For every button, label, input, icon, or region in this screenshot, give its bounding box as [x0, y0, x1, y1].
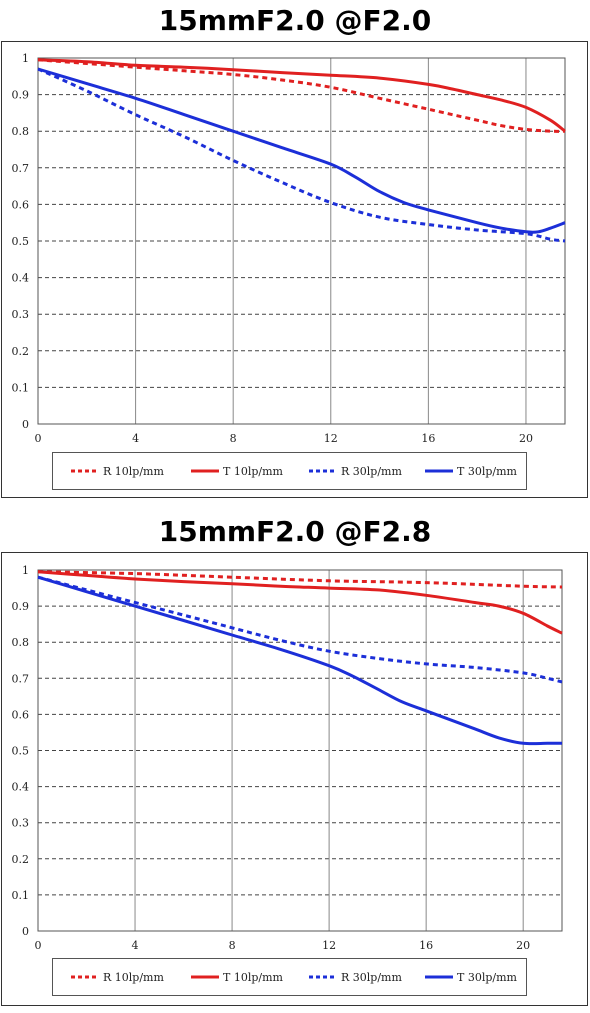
- legend-swatch-r30: [309, 469, 337, 473]
- legend-label-r10: R 10lp/mm: [103, 464, 164, 478]
- legend-label-t10: T 10lp/mm: [223, 970, 283, 984]
- legend-item-t30: T 30lp/mm: [425, 959, 517, 995]
- series-line-t-10lp-mm: [37, 58, 566, 133]
- x-tick-label: 4: [132, 432, 139, 445]
- x-tick-label: 4: [132, 939, 139, 952]
- x-tick-label: 8: [229, 939, 236, 952]
- mtf-plot-f2-8: 0 0.1 0.2 0.3 0.4 0.5 0.6 0.7 0.8 0.9 1 0 4 8 12 16 20: [12, 564, 563, 952]
- y-tick-label: 0.1: [12, 889, 30, 902]
- y-tick-label: 1: [22, 564, 29, 577]
- series-line-r-10lp-mm: [37, 58, 566, 133]
- y-tick-label: 0: [22, 925, 29, 938]
- x-tick-label: 16: [419, 939, 433, 952]
- plot-frame: [37, 569, 563, 932]
- x-tick-label: 8: [230, 432, 237, 445]
- x-tick-label: 20: [516, 939, 530, 952]
- legend-swatch-r10: [71, 469, 99, 473]
- series-line-r-10lp-mm: [37, 570, 563, 589]
- y-tick-label: 0.6: [12, 198, 30, 211]
- y-tick-label: 0.7: [12, 672, 30, 685]
- chart-panel-f2-8: 0 0.1 0.2 0.3 0.4 0.5 0.6 0.7 0.8 0.9 1 0 4 8 12 16 20 R…: [1, 552, 588, 1006]
- x-tick-label: 0: [35, 432, 42, 445]
- legend-item-r30: R 30lp/mm: [309, 453, 402, 489]
- chart-panel-f2-0: 0 0.1 0.2 0.3 0.4 0.5 0.6 0.7 0.8 0.9 1 0 4 8 12 16 20 R…: [1, 41, 588, 498]
- legend-swatch-t10: [191, 469, 219, 473]
- legend-label-t30: T 30lp/mm: [457, 970, 517, 984]
- legend-item-t10: T 10lp/mm: [191, 453, 283, 489]
- legend-item-t30: T 30lp/mm: [425, 453, 517, 489]
- y-tick-label: 0.9: [12, 89, 30, 102]
- y-tick-label: 0.4: [12, 781, 30, 794]
- legend-label-r30: R 30lp/mm: [341, 970, 402, 984]
- mtf-plot-f2-0: 0 0.1 0.2 0.3 0.4 0.5 0.6 0.7 0.8 0.9 1 0 4 8 12 16 20: [12, 52, 566, 445]
- y-tick-label: 0.3: [12, 817, 30, 830]
- x-tick-label: 20: [519, 432, 533, 445]
- legend-swatch-t10: [191, 975, 219, 979]
- y-tick-label: 1: [22, 52, 29, 65]
- x-tick-label: 12: [322, 939, 336, 952]
- y-tick-label: 0.6: [12, 708, 30, 721]
- y-tick-label: 0.2: [12, 853, 30, 866]
- legend-swatch-t30: [425, 469, 453, 473]
- x-tick-label: 16: [421, 432, 435, 445]
- y-tick-label: 0.1: [12, 381, 30, 394]
- legend-f2-0: R 10lp/mm T 10lp/mm R 30lp/mm T 30lp/mm: [52, 452, 527, 490]
- chart-title-f2-0: 15mmF2.0 @F2.0: [158, 4, 432, 37]
- series-line-t-10lp-mm: [37, 570, 563, 635]
- y-tick-label: 0.2: [12, 345, 30, 358]
- y-tick-label: 0.7: [12, 162, 30, 175]
- legend-swatch-r30: [309, 975, 337, 979]
- y-tick-label: 0.5: [12, 745, 30, 758]
- legend-label-t10: T 10lp/mm: [223, 464, 283, 478]
- y-tick-label: 0: [22, 418, 29, 431]
- legend-swatch-t30: [425, 975, 453, 979]
- series-line-t-30lp-mm: [37, 67, 566, 234]
- y-tick-label: 0.3: [12, 308, 30, 321]
- legend-label-t30: T 30lp/mm: [457, 464, 517, 478]
- chart-title-f2-8: 15mmF2.0 @F2.8: [158, 515, 432, 548]
- legend-f2-8: R 10lp/mm T 10lp/mm R 30lp/mm T 30lp/mm: [52, 958, 527, 996]
- series-line-t-30lp-mm: [37, 575, 562, 746]
- legend-item-t10: T 10lp/mm: [191, 959, 283, 995]
- x-tick-label: 0: [35, 939, 42, 952]
- y-tick-label: 0.8: [12, 125, 30, 138]
- legend-swatch-r10: [71, 975, 99, 979]
- legend-label-r10: R 10lp/mm: [103, 970, 164, 984]
- legend-label-r30: R 30lp/mm: [341, 464, 402, 478]
- y-tick-label: 0.9: [12, 600, 30, 613]
- y-tick-label: 0.8: [12, 636, 30, 649]
- y-tick-label: 0.4: [12, 272, 30, 285]
- legend-item-r30: R 30lp/mm: [309, 959, 402, 995]
- legend-item-r10: R 10lp/mm: [71, 959, 164, 995]
- x-tick-label: 12: [324, 432, 338, 445]
- legend-item-r10: R 10lp/mm: [71, 453, 164, 489]
- y-tick-label: 0.5: [12, 235, 30, 248]
- series-line-r-30lp-mm: [37, 575, 563, 684]
